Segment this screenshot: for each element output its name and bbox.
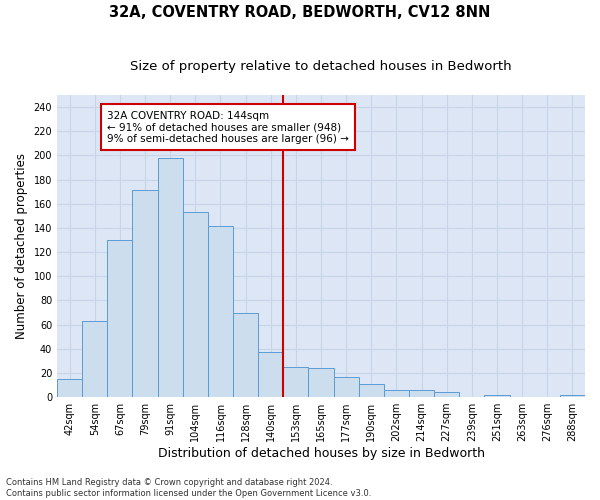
Bar [283,367,308,397]
Bar [560,394,585,397]
Bar [258,352,283,397]
Bar [434,392,459,397]
Bar [233,312,258,397]
Bar [183,212,208,397]
Bar [308,368,334,397]
Bar [409,390,434,397]
Title: Size of property relative to detached houses in Bedworth: Size of property relative to detached ho… [130,60,512,73]
Text: 32A, COVENTRY ROAD, BEDWORTH, CV12 8NN: 32A, COVENTRY ROAD, BEDWORTH, CV12 8NN [109,5,491,20]
Text: Contains HM Land Registry data © Crown copyright and database right 2024.
Contai: Contains HM Land Registry data © Crown c… [6,478,371,498]
Bar [484,394,509,397]
Bar [384,390,409,397]
Bar [359,384,384,397]
X-axis label: Distribution of detached houses by size in Bedworth: Distribution of detached houses by size … [158,447,485,460]
Text: 32A COVENTRY ROAD: 144sqm
← 91% of detached houses are smaller (948)
9% of semi-: 32A COVENTRY ROAD: 144sqm ← 91% of detac… [107,110,349,144]
Bar [158,158,183,397]
Bar [57,379,82,397]
Bar [82,321,107,397]
Bar [133,190,158,397]
Bar [107,240,133,397]
Y-axis label: Number of detached properties: Number of detached properties [15,153,28,339]
Bar [334,376,359,397]
Bar [208,226,233,397]
